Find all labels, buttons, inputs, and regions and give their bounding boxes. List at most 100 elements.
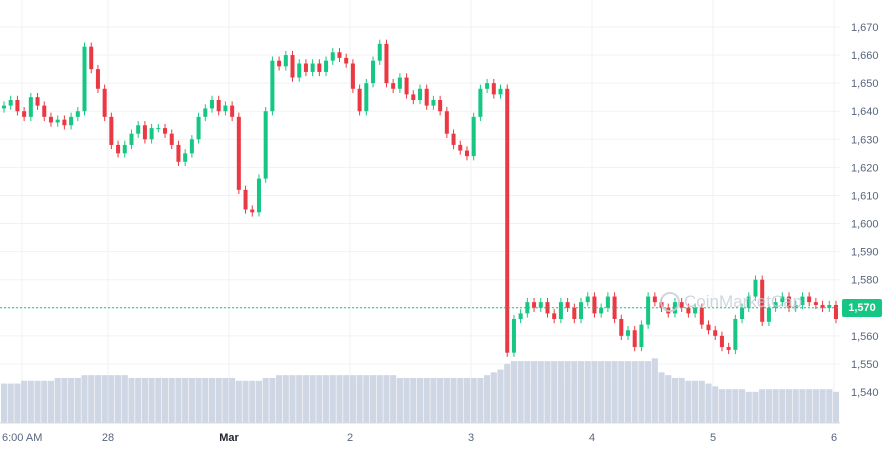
volume-bar bbox=[604, 361, 611, 423]
candle-body bbox=[639, 324, 644, 348]
volume-bar bbox=[168, 377, 175, 423]
volume-bar bbox=[678, 377, 685, 423]
candle-body bbox=[552, 313, 557, 319]
volume-bar bbox=[531, 361, 538, 423]
volume-bar bbox=[477, 377, 484, 423]
coinmarketcap-logo-icon bbox=[660, 292, 680, 312]
candle-body bbox=[129, 133, 134, 145]
volume-bar bbox=[490, 372, 497, 423]
candle-body bbox=[612, 296, 617, 319]
candle-body bbox=[391, 83, 396, 89]
candle-body bbox=[169, 133, 174, 145]
volume-bar bbox=[524, 361, 531, 423]
volume-bar bbox=[665, 375, 672, 423]
candle-body bbox=[833, 304, 839, 319]
candle-body bbox=[196, 116, 201, 140]
volume-bar bbox=[457, 377, 464, 423]
volume-bar bbox=[363, 375, 370, 423]
volume-bar bbox=[416, 377, 424, 423]
candle-body bbox=[371, 60, 376, 84]
volume-bar bbox=[202, 377, 209, 423]
volume-bars bbox=[0, 358, 840, 423]
y-tick-label: 1,610 bbox=[851, 190, 879, 202]
candle-body bbox=[800, 296, 805, 305]
volume-bar bbox=[356, 375, 363, 423]
volume-bar bbox=[255, 380, 263, 423]
volume-bar bbox=[832, 392, 840, 423]
volume-bar bbox=[81, 375, 88, 423]
volume-bar bbox=[276, 375, 283, 423]
candle-body bbox=[545, 302, 550, 314]
candle-body bbox=[558, 302, 563, 319]
volume-bar bbox=[698, 380, 705, 423]
volume-bar bbox=[121, 375, 128, 423]
y-tick-label: 1,600 bbox=[851, 219, 879, 231]
volume-bar bbox=[383, 375, 390, 423]
y-axis-labels: 1,5401,5501,5601,5701,5801,5901,6001,610… bbox=[851, 22, 879, 399]
candle-body bbox=[733, 319, 738, 350]
candle-body bbox=[243, 189, 248, 210]
candle-body bbox=[491, 83, 496, 95]
candle-body bbox=[652, 296, 657, 303]
volume-bar bbox=[0, 383, 8, 423]
volume-bar bbox=[792, 389, 799, 423]
candle-body bbox=[297, 63, 302, 78]
volume-bar bbox=[7, 383, 14, 423]
volume-bar bbox=[302, 375, 309, 423]
candle-body bbox=[411, 94, 416, 100]
x-tick-label: Mar bbox=[219, 432, 239, 444]
candle-body bbox=[505, 88, 510, 353]
candle-body bbox=[263, 111, 268, 179]
volume-bar bbox=[323, 375, 330, 423]
candle-body bbox=[625, 330, 631, 336]
volume-bar bbox=[403, 377, 410, 423]
y-tick-label: 1,670 bbox=[851, 22, 879, 34]
x-tick-label: 4 bbox=[589, 432, 595, 444]
candle-body bbox=[290, 55, 295, 78]
volume-bar bbox=[128, 377, 135, 423]
y-tick-label: 1,660 bbox=[851, 50, 879, 62]
candle-body bbox=[532, 302, 537, 308]
y-tick-label: 1,560 bbox=[851, 331, 879, 343]
volume-bar bbox=[631, 361, 638, 423]
candle-body bbox=[48, 116, 53, 123]
volume-bar bbox=[188, 377, 195, 423]
volume-bar bbox=[745, 392, 752, 423]
volume-bar bbox=[598, 361, 605, 423]
volume-bar bbox=[571, 361, 578, 423]
volume-bar bbox=[537, 361, 544, 423]
volume-bar bbox=[484, 375, 491, 423]
volume-bar bbox=[732, 389, 739, 423]
candle-body bbox=[203, 108, 208, 117]
volume-bar bbox=[141, 377, 148, 423]
current-price-badge: 1,570 bbox=[842, 299, 882, 317]
candle-body bbox=[95, 69, 100, 89]
volume-bar bbox=[242, 380, 249, 423]
x-tick-label: 6:00 AM bbox=[2, 432, 42, 444]
x-tick-label: 28 bbox=[102, 432, 114, 444]
volume-bar bbox=[161, 377, 169, 423]
volume-bar bbox=[591, 361, 598, 423]
volume-bar bbox=[812, 389, 819, 423]
x-axis-labels: 6:00 AM 28 Mar 2 3 4 5 6 bbox=[2, 432, 837, 444]
volume-bar bbox=[759, 389, 766, 423]
candle-body bbox=[699, 307, 704, 325]
candle-body bbox=[726, 347, 731, 350]
volume-bar bbox=[645, 361, 652, 423]
candle-body bbox=[357, 88, 362, 112]
candle-body bbox=[42, 105, 47, 117]
candle-body bbox=[599, 307, 604, 314]
volume-bar bbox=[235, 380, 242, 423]
volume-bar bbox=[739, 389, 746, 423]
volume-bar bbox=[296, 375, 303, 423]
candle-body bbox=[605, 296, 610, 308]
y-tick-label: 1,630 bbox=[851, 134, 879, 146]
volume-bar bbox=[752, 392, 759, 423]
volume-bar bbox=[27, 380, 34, 423]
y-tick-label: 1,640 bbox=[851, 106, 879, 118]
x-tick-label: 6 bbox=[831, 432, 837, 444]
volume-bar bbox=[282, 375, 289, 423]
volume-bar bbox=[725, 389, 732, 423]
volume-bar bbox=[269, 377, 276, 423]
